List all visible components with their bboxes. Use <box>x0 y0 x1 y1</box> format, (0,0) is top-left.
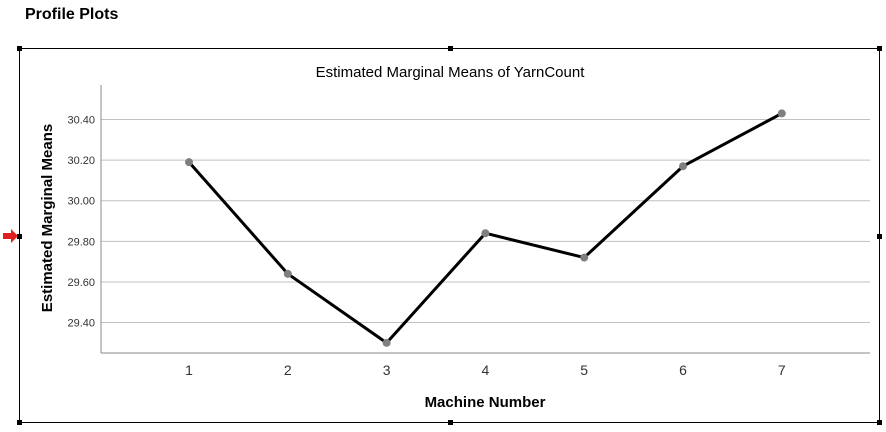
resize-handle-top-right[interactable] <box>877 46 882 51</box>
data-point <box>481 229 490 238</box>
data-point <box>185 158 193 167</box>
y-tick-label: 30.40 <box>67 115 95 127</box>
selection-arrow-icon <box>3 229 18 243</box>
y-tick-label: 29.60 <box>67 277 95 289</box>
x-tick-label: 2 <box>284 362 292 378</box>
resize-handle-top-left[interactable] <box>17 46 22 51</box>
resize-handle-bottom-left[interactable] <box>17 420 22 425</box>
x-tick-label: 3 <box>383 362 391 378</box>
resize-handle-bottom-center[interactable] <box>448 420 453 425</box>
section-title: Profile Plots <box>25 6 119 23</box>
x-tick-label: 7 <box>778 362 786 378</box>
data-point <box>382 338 391 347</box>
resize-handle-bottom-right[interactable] <box>877 420 882 425</box>
x-tick-label: 6 <box>679 362 687 378</box>
resize-handle-middle-right[interactable] <box>877 234 882 239</box>
data-point <box>283 269 292 278</box>
y-axis-label: Estimated Marginal Means <box>39 124 56 312</box>
resize-handle-middle-left[interactable] <box>17 234 22 239</box>
data-point <box>679 162 687 171</box>
data-point <box>777 109 786 118</box>
chart-title: Estimated Marginal Means of YarnCount <box>316 64 586 81</box>
y-tick-label: 29.80 <box>67 236 95 248</box>
y-tick-label: 30.00 <box>67 196 95 208</box>
series-line <box>187 112 783 345</box>
x-axis-label: Machine Number <box>425 394 546 411</box>
x-tick-label: 1 <box>185 362 193 378</box>
data-point <box>580 253 589 262</box>
resize-handle-top-center[interactable] <box>448 46 453 51</box>
x-tick-label: 5 <box>580 362 588 378</box>
y-tick-label: 29.40 <box>67 318 95 330</box>
x-tick-label: 4 <box>482 362 490 378</box>
y-tick-label: 30.20 <box>67 155 95 167</box>
